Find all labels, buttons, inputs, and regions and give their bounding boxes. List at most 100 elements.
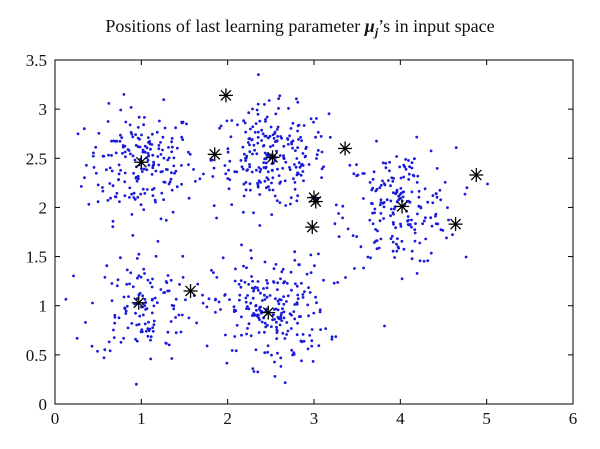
data-point — [214, 310, 217, 314]
data-point — [157, 144, 161, 147]
data-point — [253, 130, 257, 134]
data-point — [384, 161, 388, 165]
data-point — [178, 283, 182, 286]
data-point — [399, 187, 403, 190]
data-point — [316, 149, 320, 152]
data-point — [378, 219, 382, 223]
data-point — [351, 234, 355, 238]
data-point — [371, 177, 375, 181]
data-point — [267, 185, 270, 189]
data-point — [227, 187, 231, 191]
data-point — [290, 288, 293, 292]
data-point — [128, 186, 132, 190]
data-point — [134, 133, 138, 137]
data-point — [150, 285, 154, 289]
data-point — [224, 333, 227, 337]
data-point — [410, 218, 413, 222]
data-point — [188, 152, 192, 156]
data-point — [395, 189, 399, 193]
data-point — [309, 117, 313, 121]
data-point — [396, 237, 399, 241]
data-point — [143, 144, 147, 148]
data-point — [146, 136, 150, 140]
data-point — [117, 178, 120, 181]
data-point — [159, 153, 163, 156]
data-point — [170, 140, 174, 144]
data-point — [294, 282, 297, 286]
data-point — [169, 320, 173, 323]
mu-marker — [131, 295, 146, 310]
data-point — [265, 279, 268, 282]
data-point — [293, 258, 297, 262]
data-point — [129, 130, 133, 134]
data-point — [230, 119, 234, 122]
data-point — [234, 349, 238, 353]
data-point — [426, 200, 430, 204]
data-point — [120, 136, 124, 140]
data-point — [270, 181, 273, 185]
data-point — [153, 296, 157, 300]
data-point — [305, 272, 309, 276]
data-point — [133, 158, 137, 162]
data-point — [244, 159, 248, 163]
data-point — [256, 130, 260, 134]
data-point — [198, 177, 202, 181]
data-point — [275, 149, 278, 153]
data-point — [113, 321, 117, 325]
data-point — [415, 181, 419, 184]
data-point — [122, 336, 125, 340]
data-point — [108, 349, 112, 353]
mu-marker — [134, 155, 149, 170]
data-point — [269, 125, 273, 129]
data-point — [247, 283, 251, 286]
data-point — [294, 165, 298, 169]
data-point — [235, 323, 239, 327]
data-point — [300, 359, 303, 363]
data-point — [242, 119, 246, 123]
data-point — [415, 135, 419, 139]
data-point — [346, 227, 350, 231]
data-point — [399, 222, 402, 226]
data-point — [122, 93, 126, 96]
data-point — [161, 148, 164, 152]
data-point — [234, 267, 237, 271]
data-point — [108, 166, 112, 170]
data-point — [295, 284, 299, 288]
plot-frame — [54, 59, 574, 405]
data-point — [141, 187, 145, 191]
data-point — [187, 163, 190, 167]
data-point — [172, 307, 176, 311]
data-point — [245, 266, 248, 270]
data-point — [252, 143, 256, 147]
data-point — [159, 288, 163, 291]
data-point — [174, 169, 178, 173]
data-point — [277, 302, 281, 306]
data-point — [263, 330, 266, 334]
data-point — [242, 264, 245, 268]
data-point — [181, 276, 185, 279]
data-point — [228, 159, 232, 163]
data-point — [317, 344, 321, 348]
data-point — [232, 310, 236, 313]
data-point — [229, 135, 233, 139]
data-point — [236, 123, 239, 127]
data-point — [296, 129, 299, 133]
data-point — [170, 137, 174, 140]
x-tick-label: 0 — [51, 409, 60, 428]
data-point — [170, 357, 174, 360]
data-point — [275, 325, 278, 329]
data-point — [174, 316, 178, 319]
data-point — [160, 191, 164, 195]
data-point — [151, 297, 154, 301]
data-point — [439, 198, 443, 202]
data-point — [389, 199, 393, 203]
data-point — [140, 133, 143, 137]
data-point — [110, 139, 113, 143]
data-point — [430, 224, 434, 228]
data-point — [251, 296, 255, 300]
data-point — [211, 175, 215, 178]
data-point — [366, 255, 370, 259]
data-point — [101, 186, 104, 189]
data-point — [233, 279, 237, 283]
data-point — [155, 130, 159, 134]
